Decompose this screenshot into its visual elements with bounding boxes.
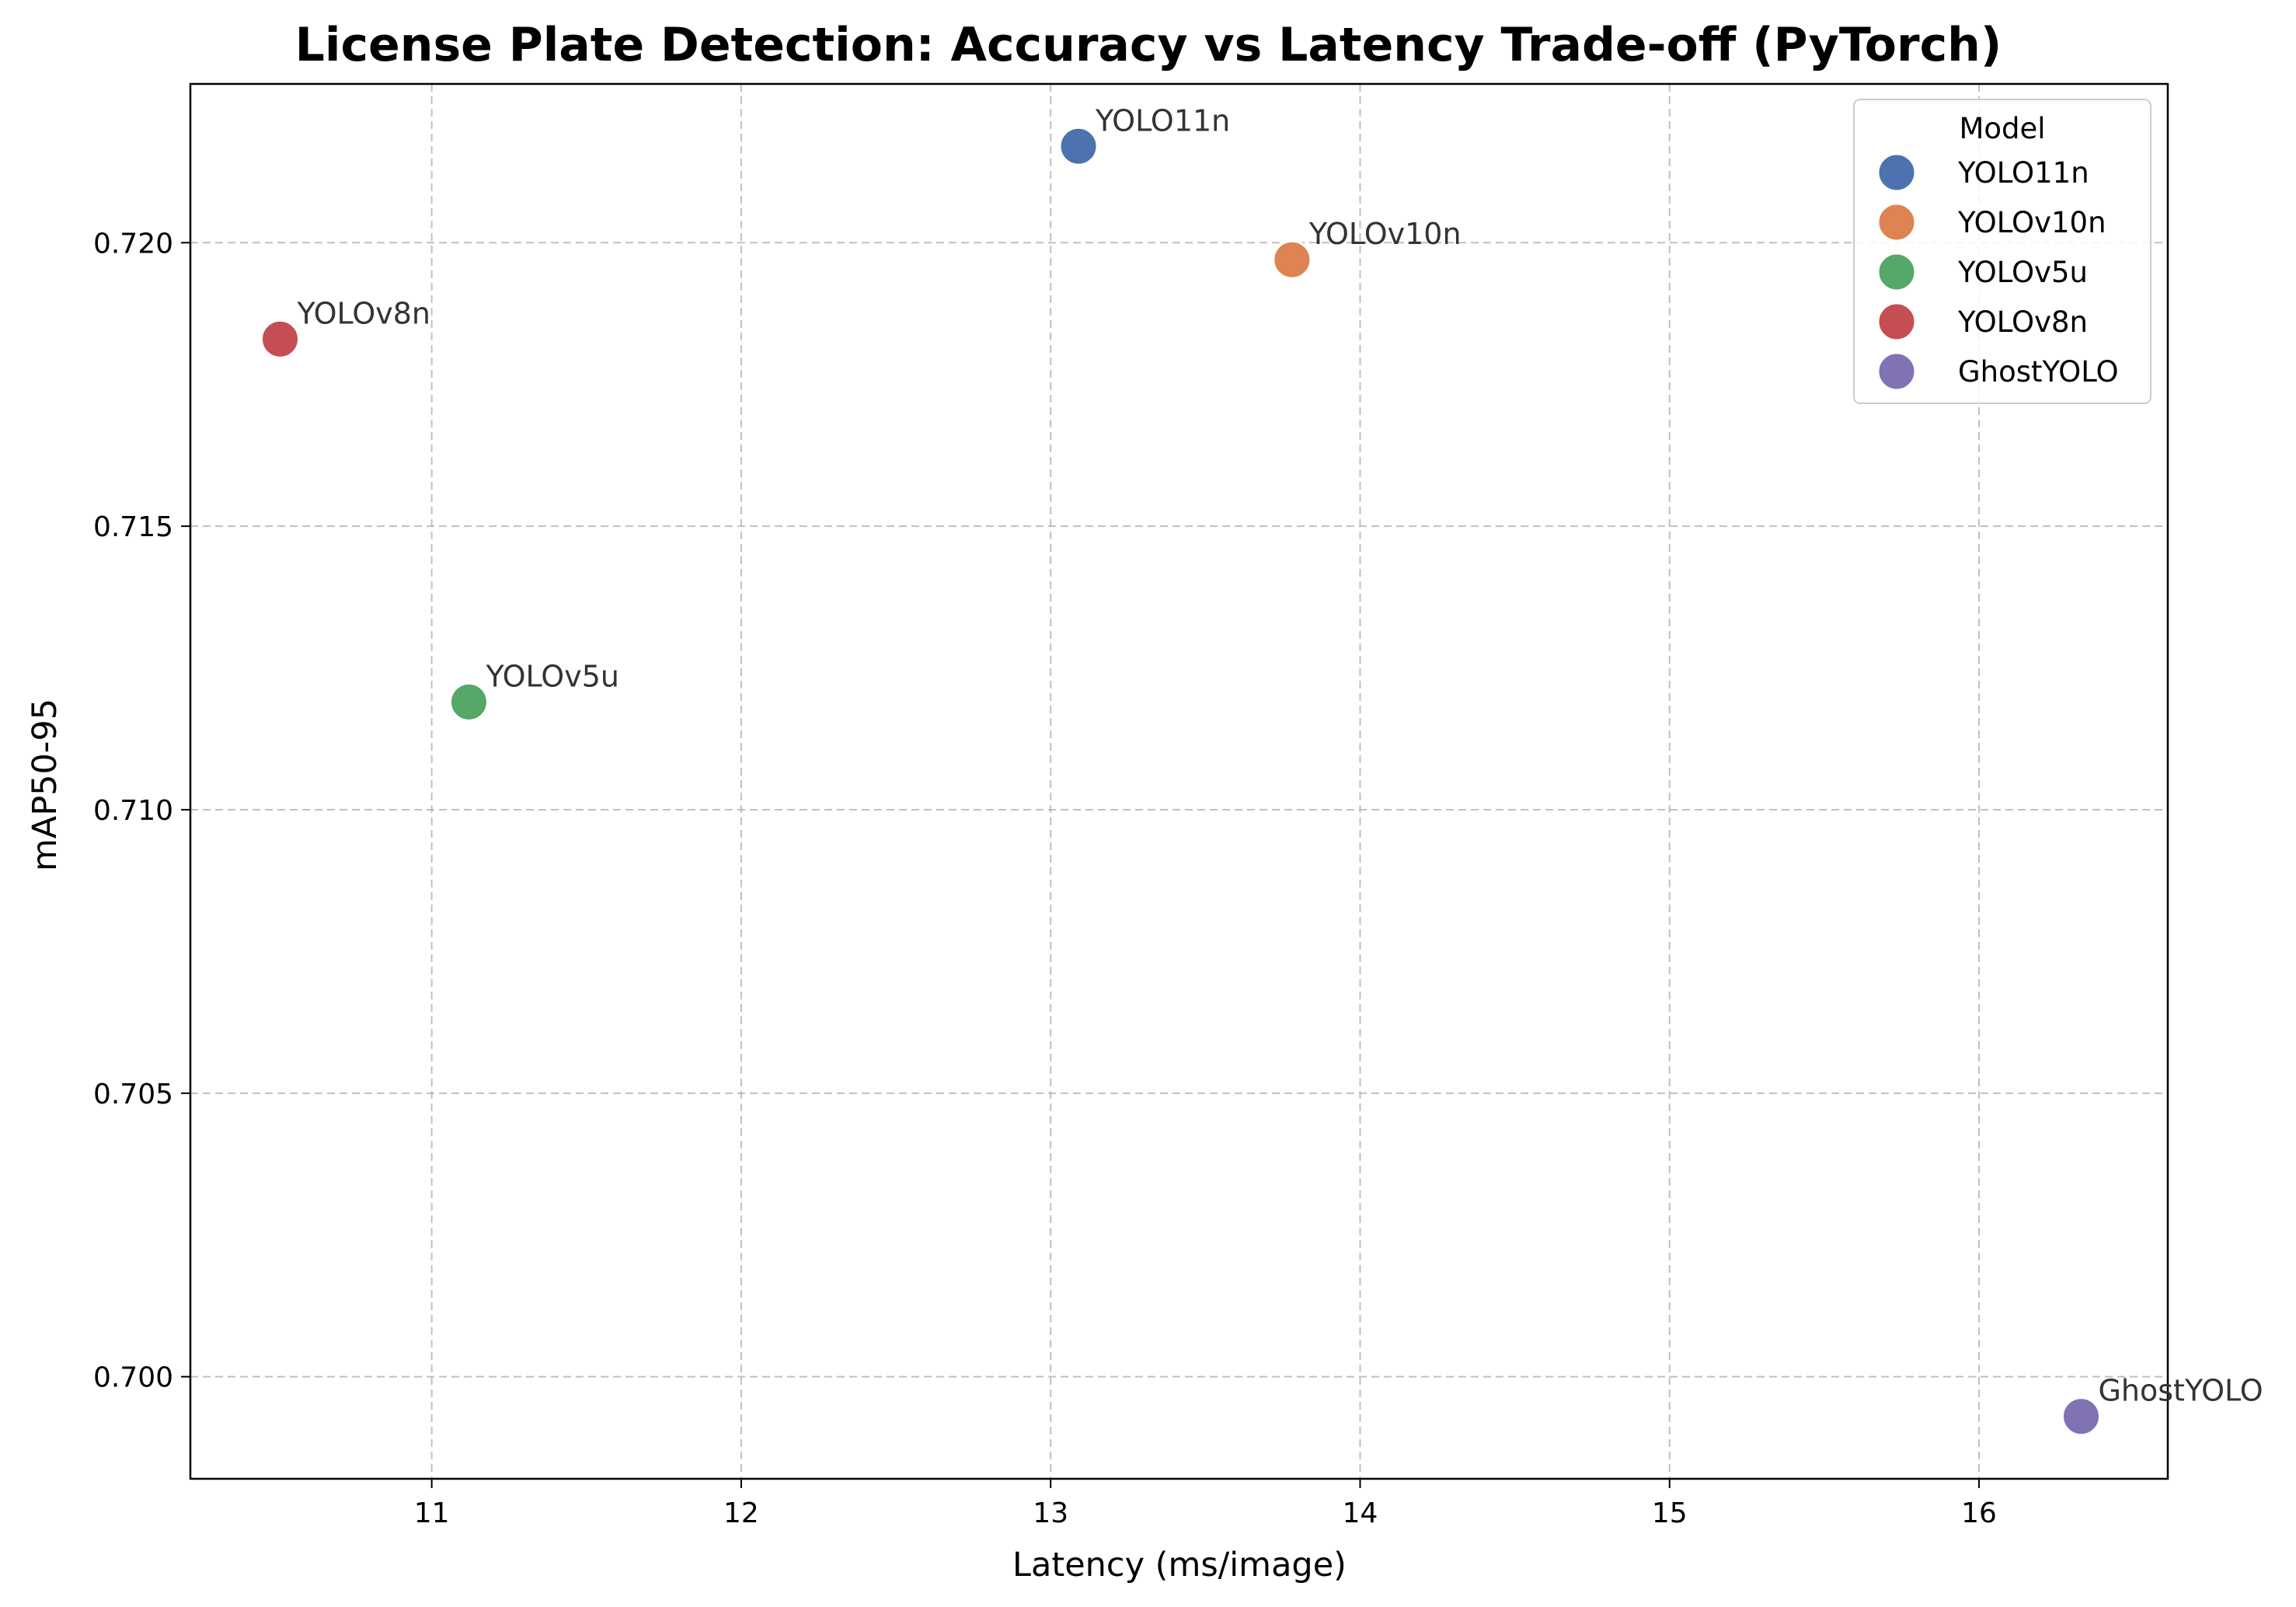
x-tick-label: 13 bbox=[1033, 1497, 1068, 1529]
legend-entry-label: YOLO11n bbox=[1957, 156, 2089, 190]
y-tick-label: 0.720 bbox=[93, 228, 173, 260]
legend-marker bbox=[1876, 202, 1917, 242]
y-axis-label: mAP50-95 bbox=[26, 699, 64, 871]
legend-title: Model bbox=[1959, 112, 2045, 145]
data-points: YOLO11n YOLOv10n YOLOv5u YOLOv8n GhostYOLO bbox=[260, 103, 2263, 1437]
axis-ticks: 11 12 13 14 15 16 0.700 0.705 0.710 0.715 0.720 bbox=[93, 228, 1997, 1529]
legend-marker bbox=[1876, 351, 1917, 392]
x-tick-label: 15 bbox=[1652, 1497, 1688, 1529]
data-point bbox=[1272, 239, 1312, 280]
x-axis-label: Latency (ms/image) bbox=[1012, 1546, 1347, 1584]
data-point-label: YOLOv8n bbox=[297, 296, 431, 330]
legend-marker bbox=[1876, 152, 1917, 193]
legend-entry-label: GhostYOLO bbox=[1958, 355, 2119, 389]
legend-entry-label: YOLOv8n bbox=[1957, 305, 2088, 339]
y-tick-label: 0.715 bbox=[93, 511, 173, 543]
legend-entry-label: YOLOv5u bbox=[1957, 256, 2088, 289]
legend-marker bbox=[1876, 252, 1917, 292]
legend-items: YOLO11n YOLOv10n YOLOv5u YOLOv8n GhostYOLO bbox=[1876, 152, 2119, 392]
y-tick-label: 0.700 bbox=[93, 1362, 173, 1394]
plot-area bbox=[189, 82, 2169, 1480]
data-point-label: GhostYOLO bbox=[2098, 1374, 2263, 1408]
x-tick-label: 16 bbox=[1961, 1497, 1997, 1529]
x-tick-label: 11 bbox=[414, 1497, 450, 1529]
legend-entry-label: YOLOv10n bbox=[1957, 206, 2106, 239]
grid-lines bbox=[190, 84, 2168, 1479]
legend-box bbox=[1853, 99, 2151, 404]
data-point bbox=[2061, 1396, 2101, 1437]
chart-title: License Plate Detection: Accuracy vs Lat… bbox=[295, 18, 2002, 72]
x-tick-label: 12 bbox=[723, 1497, 759, 1529]
x-tick-label: 14 bbox=[1343, 1497, 1378, 1529]
legend: Model YOLO11n YOLOv10n YOLOv5u YOLOv8n Ghost… bbox=[1853, 99, 2151, 404]
data-point-label: YOLOv10n bbox=[1308, 217, 1462, 251]
legend-marker bbox=[1876, 302, 1917, 342]
data-point bbox=[1058, 126, 1099, 166]
y-tick-label: 0.705 bbox=[93, 1079, 173, 1110]
data-point bbox=[260, 319, 301, 359]
data-point-label: YOLOv5u bbox=[485, 659, 619, 693]
data-point bbox=[448, 681, 489, 722]
y-tick-label: 0.710 bbox=[93, 795, 173, 827]
data-point-label: YOLO11n bbox=[1095, 103, 1230, 138]
